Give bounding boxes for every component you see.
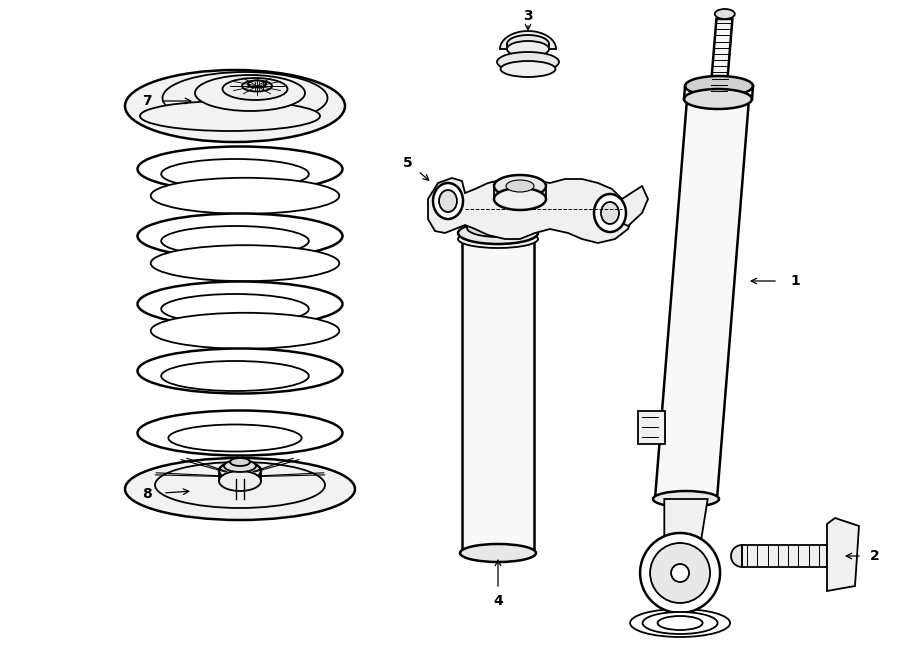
Ellipse shape — [506, 180, 534, 192]
Polygon shape — [664, 499, 707, 545]
Text: 7: 7 — [142, 94, 152, 108]
Ellipse shape — [685, 76, 753, 96]
Text: 2: 2 — [870, 549, 880, 563]
Ellipse shape — [138, 348, 343, 393]
Ellipse shape — [248, 81, 266, 87]
Ellipse shape — [601, 202, 619, 224]
Ellipse shape — [150, 245, 339, 281]
Polygon shape — [462, 239, 534, 553]
Ellipse shape — [242, 81, 272, 91]
Ellipse shape — [150, 313, 339, 349]
Ellipse shape — [653, 491, 719, 507]
Polygon shape — [710, 19, 733, 97]
Ellipse shape — [671, 564, 689, 582]
Ellipse shape — [487, 219, 509, 229]
Ellipse shape — [138, 214, 343, 258]
Text: 3: 3 — [523, 9, 533, 23]
Ellipse shape — [500, 61, 555, 77]
Ellipse shape — [195, 75, 305, 111]
Ellipse shape — [650, 543, 710, 603]
Ellipse shape — [138, 147, 343, 192]
Polygon shape — [500, 31, 556, 49]
Ellipse shape — [640, 533, 720, 613]
Ellipse shape — [161, 294, 309, 324]
Ellipse shape — [658, 616, 703, 630]
Ellipse shape — [507, 41, 549, 57]
Ellipse shape — [494, 175, 546, 197]
Ellipse shape — [138, 282, 343, 327]
Ellipse shape — [467, 219, 529, 237]
Polygon shape — [428, 178, 632, 243]
Ellipse shape — [507, 35, 549, 53]
Ellipse shape — [163, 72, 328, 124]
Text: 5: 5 — [403, 156, 413, 170]
Ellipse shape — [224, 460, 256, 472]
Ellipse shape — [150, 178, 339, 214]
Ellipse shape — [433, 183, 463, 219]
Ellipse shape — [497, 52, 559, 72]
Polygon shape — [638, 411, 665, 444]
Ellipse shape — [161, 361, 309, 391]
Ellipse shape — [460, 544, 536, 562]
Ellipse shape — [125, 458, 355, 520]
Ellipse shape — [161, 226, 309, 256]
Polygon shape — [827, 518, 859, 591]
Polygon shape — [731, 545, 742, 567]
Ellipse shape — [458, 222, 538, 244]
Ellipse shape — [630, 609, 730, 637]
Text: 6: 6 — [203, 324, 212, 338]
Ellipse shape — [643, 612, 717, 634]
Ellipse shape — [125, 70, 345, 142]
Ellipse shape — [439, 190, 457, 212]
Ellipse shape — [715, 9, 734, 19]
Ellipse shape — [219, 471, 261, 491]
Ellipse shape — [594, 194, 626, 232]
Ellipse shape — [494, 188, 546, 210]
Polygon shape — [655, 99, 749, 499]
Ellipse shape — [140, 101, 320, 131]
Ellipse shape — [219, 461, 261, 481]
Ellipse shape — [222, 78, 287, 100]
Ellipse shape — [230, 458, 250, 466]
Polygon shape — [742, 545, 827, 567]
Ellipse shape — [138, 410, 343, 455]
Ellipse shape — [684, 89, 752, 109]
Text: 4: 4 — [493, 594, 503, 608]
Ellipse shape — [155, 462, 325, 508]
Ellipse shape — [458, 230, 538, 248]
Text: 1: 1 — [790, 274, 800, 288]
Polygon shape — [622, 186, 648, 226]
Ellipse shape — [168, 424, 302, 451]
Text: 8: 8 — [142, 487, 152, 501]
Ellipse shape — [161, 159, 309, 189]
